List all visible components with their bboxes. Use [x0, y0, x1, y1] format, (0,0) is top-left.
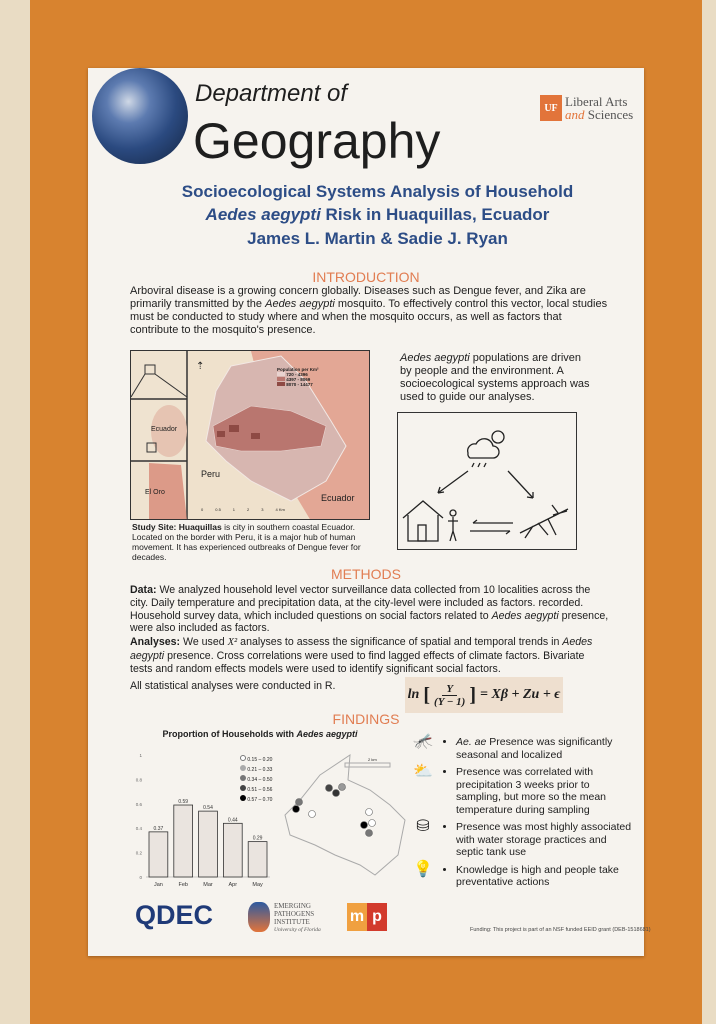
map-label-peru: Peru: [201, 469, 221, 479]
bar-chart: 0 0.2 0.4 0.6 0.8 1 0.37 Jan 0.59 Feb 0.54 Mar 0.44 A…: [136, 753, 270, 888]
study-site-map: Peru Ecuador Ecuador El Oro Population p…: [130, 350, 370, 520]
species: Aedes aegypti: [205, 205, 321, 224]
map-legend: Population per Km² 720 - 4396 4397 - 806…: [277, 367, 319, 387]
title-rest: Risk in Huaquillas, Ecuador: [320, 205, 550, 224]
map-label-ecuador-inset: Ecuador: [151, 426, 178, 433]
uf-mark: UF: [540, 95, 562, 121]
dot-legend: 0.15 – 0.20 0.21 – 0.33 0.34 – 0.50 0.51…: [240, 755, 272, 805]
globe-image: [92, 68, 188, 164]
north-arrow-icon: ⇡: [196, 361, 205, 372]
mosquito-icon: [519, 504, 569, 539]
weather-icon: ⛅: [413, 763, 433, 780]
intro-heading: INTRODUCTION: [312, 269, 420, 285]
bar: [223, 822, 243, 878]
uf-and: and: [565, 107, 585, 122]
bar: [173, 804, 193, 878]
findings-heading: FINDINGS: [332, 711, 400, 727]
data-label: 0.37: [154, 826, 164, 832]
dot-map-scale: 2 km: [368, 757, 377, 762]
study-site-caption: Study Site: Huaquillas is city in southe…: [132, 522, 361, 562]
bar: [247, 841, 268, 878]
uf-line1: Liberal Arts: [565, 94, 628, 109]
poster-title-line2: Aedes aegypti Risk in Huaquillas, Ecuado…: [120, 205, 635, 225]
lightbulb-icon: 💡: [413, 860, 433, 878]
finding-item: 💡Knowledge is high and people take preve…: [410, 860, 635, 889]
x-tick-label: Jan: [154, 882, 163, 888]
x-tick-label: Apr: [229, 882, 238, 888]
y-tick-label: 1: [139, 753, 142, 758]
bar: [148, 831, 169, 878]
y-tick-label: 0.2: [136, 851, 143, 856]
methods-text: Data: We analyzed household level vector…: [130, 584, 609, 692]
x-tick-label: Feb: [178, 882, 187, 888]
model-equation: ln[Y (Y − 1)] = Xβ + Zu + ϵ: [405, 677, 563, 713]
data-label: 0.29: [253, 836, 263, 842]
findings-list: 🦟Ae. ae Presence was significantly seaso…: [410, 733, 635, 894]
poster-title-line1: Socioecological Systems Analysis of Hous…: [181, 182, 574, 201]
authors: James L. Martin & Sadie J. Ryan: [247, 229, 508, 248]
water-tank-icon: ⛁: [416, 818, 430, 835]
map-label-ecuador: Ecuador: [321, 493, 355, 503]
dept-line: Department of: [195, 80, 348, 107]
y-tick-label: 0.4: [136, 826, 143, 831]
intro-text: Arboviral disease is a growing concern g…: [130, 285, 608, 336]
epi-logo: EMERGING PATHOGENS INSTITUTE University of …: [248, 902, 321, 934]
ses-text: Aedes aegypti populations are driven by …: [400, 352, 590, 403]
chart-title: Proportion of Households with Aedes aegy…: [162, 729, 358, 739]
finding-item: ⛅Presence was correlated with precipitat…: [410, 763, 635, 816]
funding-note: Funding: This project is part of an NSF …: [470, 927, 651, 933]
map-label-el-oro: El Oro: [145, 489, 165, 496]
map-scale: 0 0.5 1 2 3 4 Km: [201, 507, 285, 512]
epi-emblem: [248, 902, 270, 932]
data-label: 0.59: [178, 799, 188, 805]
x-tick-label: Mar: [203, 882, 213, 888]
house-icon: [402, 500, 444, 542]
ses-diagram: [397, 412, 577, 550]
weather-icon: [467, 430, 505, 468]
y-tick-label: 0.8: [136, 777, 143, 782]
r-note: All statistical analyses were conducted …: [130, 679, 336, 692]
dept-name: Geography: [193, 113, 441, 169]
y-tick-label: 0: [139, 875, 142, 880]
methods-heading: METHODS: [331, 566, 401, 582]
locality-dot-map: 0.15 – 0.20 0.21 – 0.33 0.34 – 0.50 0.51…: [240, 745, 410, 885]
mosquito-icon: 🦟: [413, 733, 433, 750]
uf-logo: UF Liberal Arts and Sciences: [540, 95, 633, 121]
bar: [198, 810, 218, 878]
qdec-logo: QDEC: [135, 900, 214, 930]
finding-item: 🦟Ae. ae Presence was significantly seaso…: [410, 733, 635, 761]
x-tick-label: May: [252, 882, 263, 888]
data-label: 0.44: [228, 817, 238, 823]
data-label: 0.54: [203, 805, 213, 811]
uf-line2: Sciences: [587, 107, 634, 122]
finding-item: ⛁Presence was most highly associated wit…: [410, 818, 635, 859]
person-icon: [448, 509, 458, 542]
y-tick-label: 0.6: [136, 802, 143, 807]
msp-logo: m p: [347, 903, 387, 931]
